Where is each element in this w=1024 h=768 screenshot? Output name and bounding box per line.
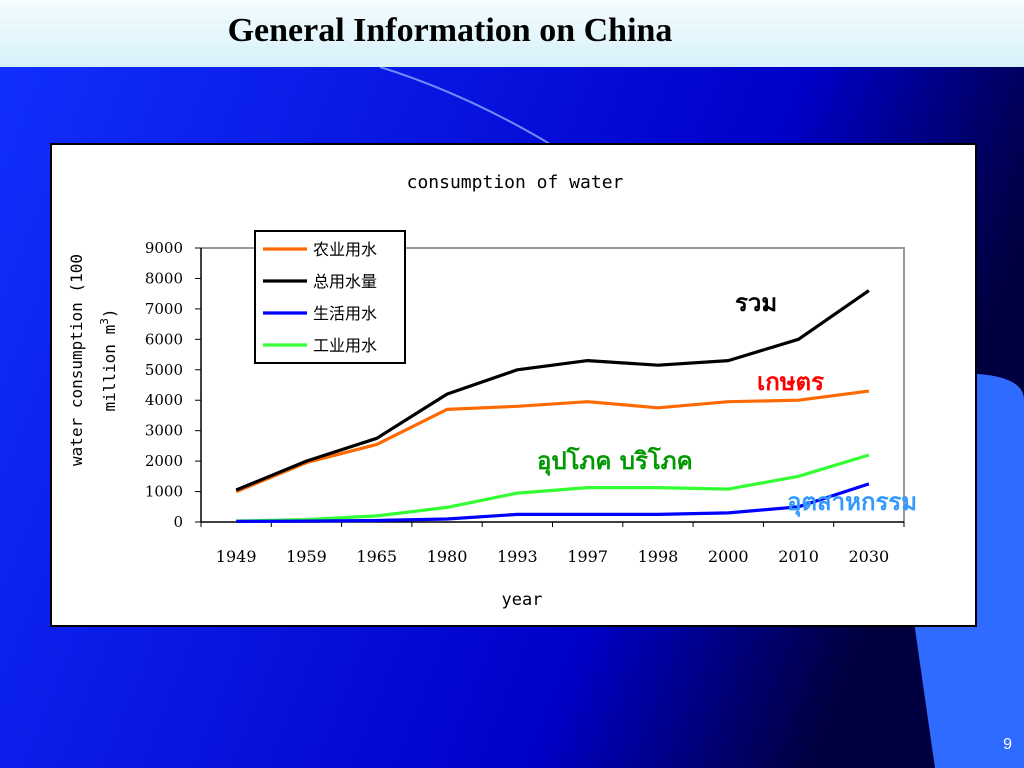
title-bar [0, 0, 1024, 67]
annotation-domestic: อุปโภค บริโภค [537, 447, 693, 475]
x-tick-label: 1998 [638, 547, 679, 566]
y-axis-label-line1: water consumption (100 [67, 254, 86, 466]
series-line-0 [235, 389, 870, 494]
x-tick-label: 1949 [216, 547, 257, 566]
plot-frame [201, 247, 905, 522]
x-tick-label: 2030 [848, 547, 889, 566]
x-tick-label: 1997 [567, 547, 608, 566]
legend-label: 农业用水 [313, 240, 377, 259]
slide-title: General Information on China [227, 12, 673, 49]
y-tick-label: 8000 [145, 269, 183, 287]
y-tick-label: 4000 [145, 391, 183, 409]
annotation-industry: อุตสาหกรรม [787, 488, 918, 516]
y-tick-label: 2000 [145, 452, 183, 470]
page-number: 9 [1003, 736, 1012, 753]
y-tick-label: 7000 [145, 300, 183, 318]
chart-panel: consumption of water year water consumpt… [50, 143, 977, 627]
y-tick-label: 9000 [145, 239, 183, 257]
series-line-2 [236, 482, 870, 523]
chart-title: consumption of water [407, 172, 624, 193]
annotation-agriculture: เกษตร [757, 368, 825, 396]
x-tick-label: 1965 [356, 547, 397, 566]
y-tick-label: 6000 [145, 330, 183, 348]
legend-label: 工业用水 [313, 336, 377, 355]
water-consumption-chart: consumption of water year water consumpt… [67, 172, 905, 610]
y-tick-label: 3000 [145, 422, 183, 440]
y-tick-label: 5000 [145, 361, 183, 379]
legend-label: 生活用水 [313, 304, 377, 323]
x-tick-label: 1959 [286, 547, 327, 566]
decor-arc [379, 66, 561, 151]
x-axis-label: year [502, 590, 543, 610]
x-tick-label: 2000 [708, 547, 749, 566]
y-axis-label-line2: million m3) [98, 309, 119, 412]
x-tick-label: 1980 [427, 547, 468, 566]
series-line-1 [235, 289, 870, 492]
legend-box [254, 230, 406, 364]
y-tick-label: 1000 [145, 483, 183, 501]
plot-area: 0 1000 2000 3000 4000 5000 6000 7000 8000 9000 194… [145, 230, 905, 566]
legend-label: 总用水量 [313, 272, 377, 291]
x-tick-label: 1993 [497, 547, 538, 566]
x-tick-label: 2010 [778, 547, 819, 566]
annotation-total: รวม [735, 289, 778, 317]
y-tick-label: 0 [173, 513, 183, 531]
series-line-3 [236, 453, 870, 523]
